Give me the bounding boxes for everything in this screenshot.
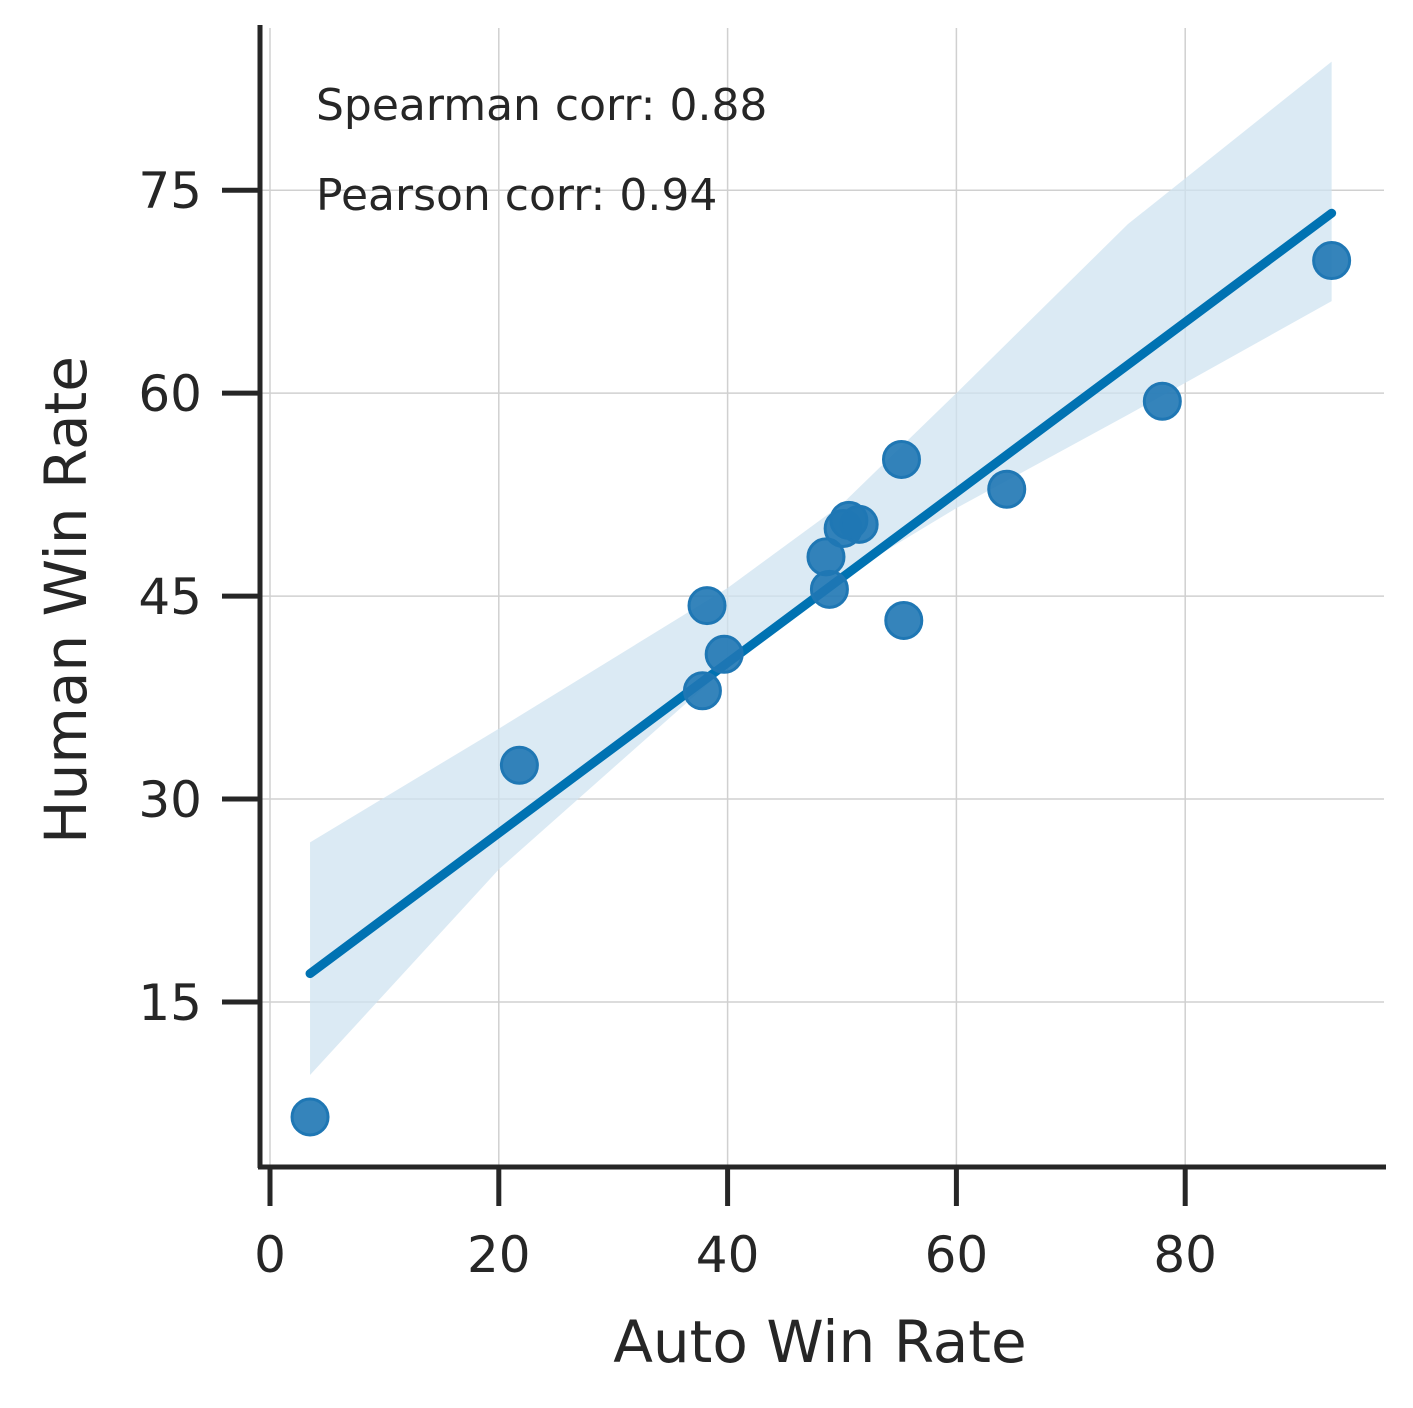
pearson-annotation: Pearson corr: 0.94 — [316, 170, 717, 221]
x-tick-label: 20 — [467, 1226, 531, 1284]
spearman-annotation: Spearman corr: 0.88 — [316, 80, 767, 131]
data-points — [290, 241, 1352, 1137]
data-point — [290, 1097, 330, 1137]
x-tick-label: 0 — [254, 1226, 286, 1284]
data-point — [987, 469, 1027, 509]
y-tick-label: 60 — [138, 365, 202, 423]
data-point — [839, 504, 879, 544]
data-point — [704, 634, 744, 674]
y-axis-ticks: 15 30 45 60 75 — [138, 162, 260, 1032]
x-tick-label: 80 — [1153, 1226, 1217, 1284]
y-tick-label: 30 — [138, 771, 202, 829]
data-point — [1312, 241, 1352, 281]
x-axis-title: Auto Win Rate — [613, 1308, 1026, 1376]
data-point — [809, 569, 849, 609]
data-point — [687, 586, 727, 626]
x-tick-label: 40 — [696, 1226, 760, 1284]
data-point — [682, 671, 722, 711]
y-tick-label: 15 — [138, 974, 202, 1032]
data-point — [884, 600, 924, 640]
y-tick-label: 45 — [138, 568, 202, 626]
data-point — [1142, 381, 1182, 421]
data-point — [499, 745, 539, 785]
y-tick-label: 75 — [138, 162, 202, 220]
x-axis-ticks: 0 20 40 60 80 — [254, 1167, 1217, 1284]
x-tick-label: 60 — [925, 1226, 989, 1284]
data-point — [881, 439, 921, 479]
y-axis-title: Human Win Rate — [32, 356, 100, 844]
